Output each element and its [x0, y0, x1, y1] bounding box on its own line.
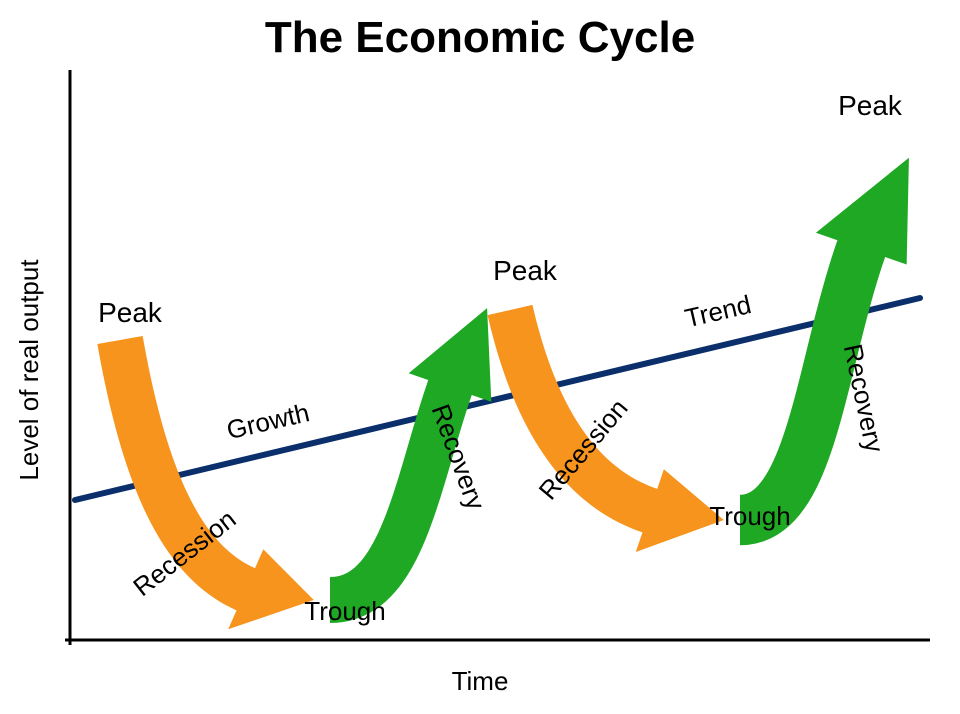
trend-label-0: Growth: [224, 397, 312, 445]
recession-arrow-1: [97, 336, 313, 629]
label-peak_3: Peak: [838, 90, 903, 121]
cycle-arrows: [97, 158, 909, 630]
chart-title: The Economic Cycle: [265, 13, 695, 62]
x-axis-label: Time: [452, 666, 509, 696]
label-trough_1: Trough: [304, 596, 385, 626]
label-trough_2: Trough: [709, 501, 790, 531]
recovery-arrow-2: [740, 158, 909, 546]
economic-cycle-diagram: The Economic Cycle Time Level of real ou…: [0, 0, 960, 714]
label-peak_1: Peak: [98, 297, 163, 328]
y-axis-label: Level of real output: [14, 259, 44, 481]
label-peak_2: Peak: [493, 255, 558, 286]
trend-label-1: Trend: [682, 289, 754, 333]
